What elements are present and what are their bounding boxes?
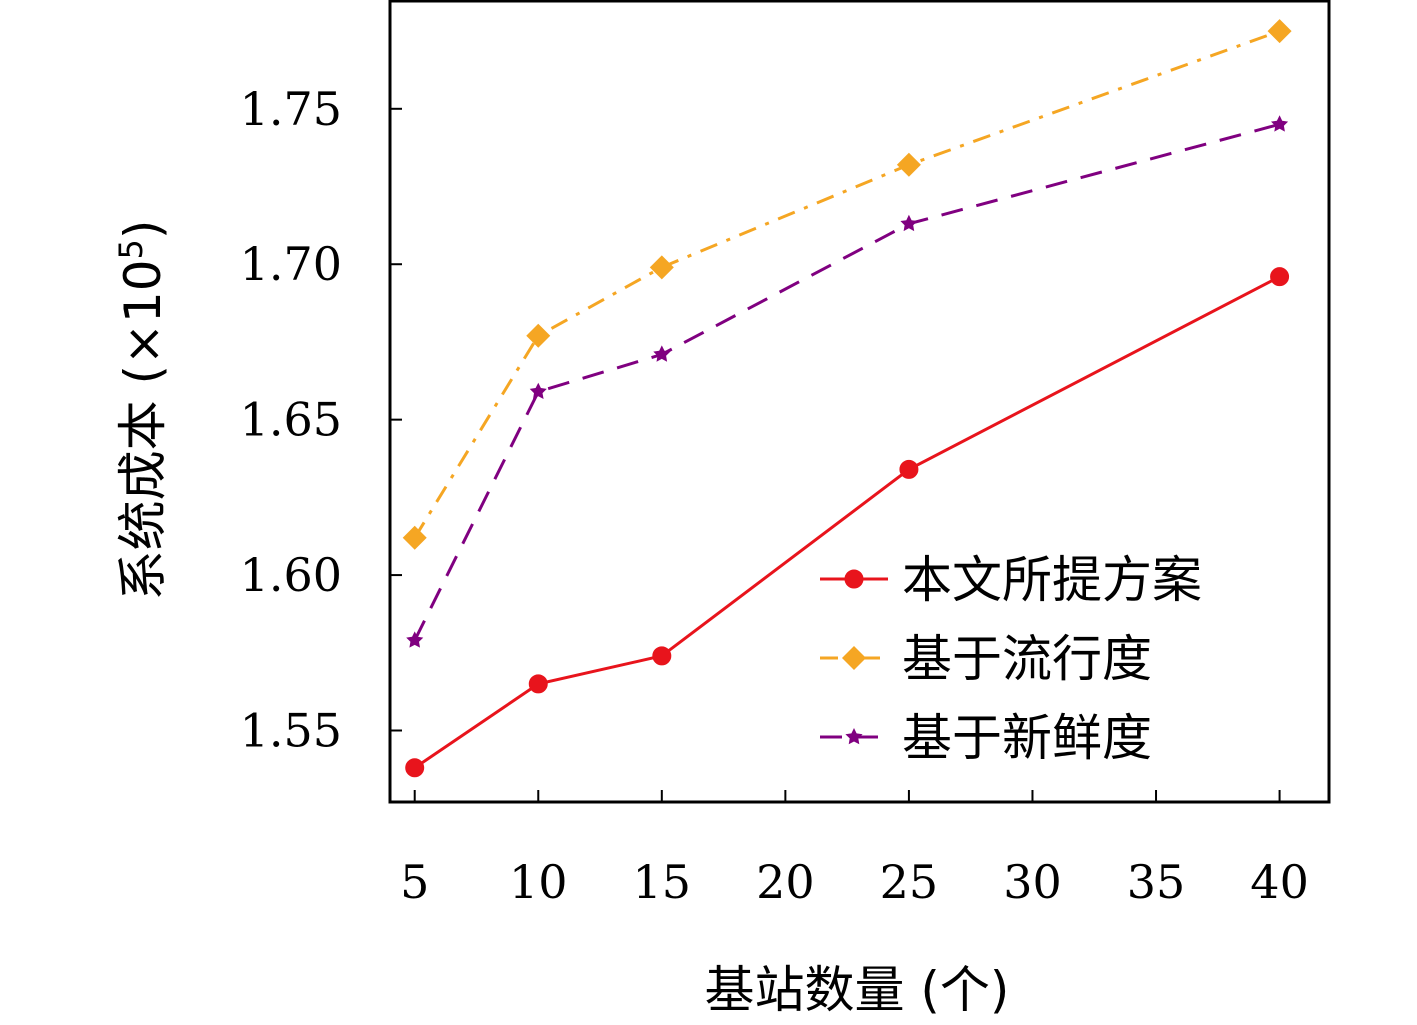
data-point (529, 382, 547, 399)
x-tick-label: 35 (1127, 855, 1186, 909)
data-point (1267, 19, 1292, 44)
legend-marker (844, 569, 864, 589)
y-axis-title: 系统成本 (×105) (112, 220, 172, 601)
x-tick-label: 15 (633, 855, 692, 909)
x-tick-label: 10 (509, 855, 568, 909)
legend-item: 本文所提方案 (820, 551, 1202, 609)
series-line (413, 275, 1281, 770)
data-point (526, 323, 551, 348)
legend-label: 基于流行度 (902, 630, 1152, 688)
y-axis-title-main: 系统成本 (×10 (114, 259, 172, 600)
data-point (528, 674, 548, 694)
data-point (1271, 115, 1289, 132)
data-point (899, 459, 919, 479)
x-tick-label: 30 (1003, 855, 1062, 909)
x-tick-label: 25 (880, 855, 939, 909)
y-axis-title-suffix: ) (114, 220, 172, 240)
data-point (653, 345, 671, 362)
legend-label: 本文所提方案 (902, 551, 1202, 609)
y-tick-label: 1.60 (240, 548, 342, 602)
plot-frame (388, 0, 1331, 804)
series-line (413, 29, 1281, 539)
y-tick-label: 1.75 (240, 82, 342, 136)
y-tick-label: 1.55 (240, 704, 342, 758)
legend-item: 基于流行度 (820, 630, 1152, 688)
data-point (1270, 267, 1290, 287)
data-point (649, 255, 674, 280)
series-layer (402, 19, 1292, 778)
data-point (652, 646, 672, 666)
y-axis-title-exponent: 5 (112, 239, 150, 259)
series-0 (405, 267, 1290, 778)
plot-border (388, 0, 1331, 804)
legend-item: 基于新鲜度 (820, 709, 1152, 767)
x-tick-label: 40 (1250, 855, 1309, 909)
data-point (900, 214, 918, 232)
data-point (402, 525, 427, 550)
data-point (405, 758, 425, 778)
legend-label: 基于新鲜度 (902, 709, 1152, 767)
y-tick-label: 1.65 (240, 393, 342, 447)
x-axis: 5 10 15 20 25 30 35 40 (400, 790, 1309, 909)
x-axis-title: 基站数量 (个) (705, 961, 1010, 1019)
legend-marker (842, 646, 866, 670)
data-point (406, 631, 424, 648)
series-1 (402, 19, 1292, 550)
data-point (896, 152, 921, 177)
x-tick-label: 5 (400, 855, 429, 909)
y-tick-label: 1.70 (240, 237, 342, 291)
y-axis: 1.55 1.60 1.65 1.70 1.75 (240, 82, 402, 758)
legend-marker (845, 728, 863, 745)
series-2 (406, 115, 1289, 648)
x-tick-label: 20 (756, 855, 815, 909)
